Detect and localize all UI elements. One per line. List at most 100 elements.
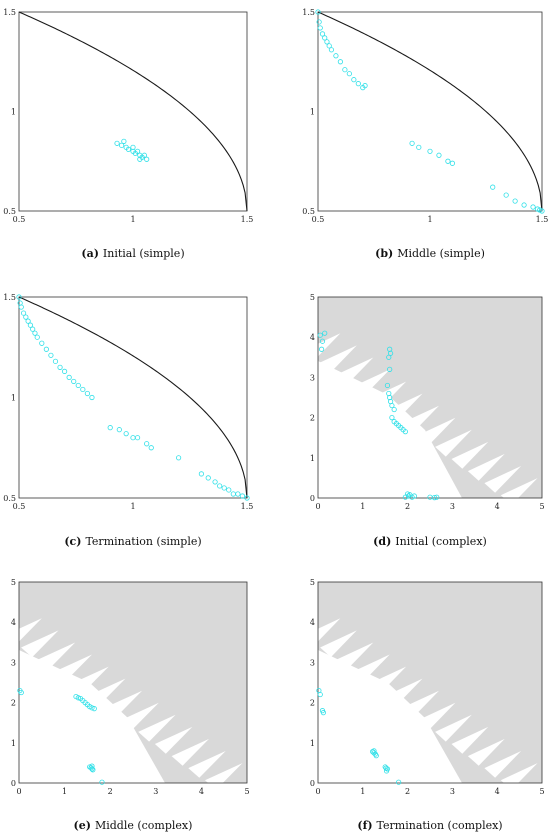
x-tick-label: 0 [16,787,21,796]
x-tick-label: 0.5 [13,215,26,224]
feasible-stripe [418,417,456,445]
x-tick-label: 1.5 [241,215,254,224]
feasible-stripe [402,690,439,718]
feasible-stripe [467,738,505,766]
data-point [371,748,377,754]
y-tick-label: 0.5 [3,207,16,216]
feasible-zone [318,361,462,498]
feasible-oval [318,396,429,495]
data-point [328,47,335,53]
feasible-stripe [435,429,472,457]
data-points [315,9,545,214]
data-point [337,59,343,65]
caption-letter: (e) [74,819,91,832]
data-point [116,427,122,433]
data-point [130,144,136,150]
x-tick-label: 1 [360,502,365,511]
data-point [20,310,27,316]
feasible-oval [318,681,429,780]
caption: (c) Termination (simple) [64,535,201,548]
pareto-front-curve [18,296,248,499]
data-point [39,340,45,346]
data-point [221,485,227,491]
data-points [316,687,402,785]
data-point [324,39,330,45]
caption-text: Termination (complex) [377,819,503,832]
data-point [319,31,326,37]
data-point [530,204,536,210]
data-point [52,358,59,364]
x-tick-label: 5 [539,787,544,796]
data-point [80,386,86,393]
x-tick-label: 3 [450,787,455,796]
data-point [355,81,361,87]
x-tick-label: 4 [199,787,204,796]
data-point [148,445,154,451]
data-point [217,483,223,489]
feasible-stripe [320,630,357,658]
feasible-stripe [320,345,357,373]
data-point [383,768,390,774]
feasible-stripe [435,714,472,742]
feasible-stripe [500,763,538,783]
feasible-stripe [352,369,390,397]
data-point [90,767,96,773]
panel-d: 0 1 2 3 4 5 0 1 2 3 4 5 (d) Initial (complex) [310,293,545,548]
caption-letter: (d) [373,535,391,548]
feasible-zone [19,650,165,783]
feasible-stripe [54,654,92,682]
feasible-stripe [188,751,226,778]
y-tick-label: 1 [11,394,16,403]
feasible-stripe [369,381,407,409]
tick-labels: 0 1 2 3 4 5 0 1 2 3 4 5 [310,578,545,796]
feasible-stripe [467,453,505,481]
data-point [402,494,408,500]
y-tick-label: 3 [11,658,16,667]
axes-box [18,296,248,499]
y-tick-label: 5 [310,578,315,587]
feasible-stripe [451,726,489,754]
data-point [71,378,77,385]
y-tick-label: 1.5 [302,8,315,17]
data-point [114,140,120,146]
feasible-stripe [484,466,522,493]
data-point [239,493,246,499]
tick-labels: 0 1 2 3 4 5 0 1 2 3 4 5 [11,578,250,796]
data-point [141,152,147,158]
panel-f: 0 1 2 3 4 5 0 1 2 3 4 5 (f) Termination (complex) [310,578,545,832]
caption: (d) Initial (complex) [373,535,487,548]
feasible-stripe [318,333,341,357]
x-tick-label: 1.5 [241,502,254,511]
feasible-stripe [104,690,143,718]
feasible-stripe [336,357,374,385]
axes-box [317,581,543,784]
feasible-stripe [402,405,439,433]
x-tick-label: 2 [108,787,113,796]
data-point [362,83,368,89]
axes-box [18,11,248,212]
data-point [61,368,68,374]
data-point [91,706,97,712]
data-point [25,318,31,324]
data-point [490,184,496,190]
y-tick-label: 1 [310,454,315,463]
data-point [396,779,402,785]
data-point [373,753,379,759]
data-point [389,414,395,421]
feasible-stripe [500,478,538,498]
x-tick-label: 1 [130,502,135,511]
x-tick-label: 0.5 [13,502,26,511]
x-tick-label: 2 [405,502,410,511]
data-point [319,338,326,344]
data-point [389,402,395,409]
x-tick-label: 1.5 [536,215,549,224]
pareto-front-curve [317,11,543,212]
data-point [416,144,422,150]
caption: (a) Initial (simple) [81,247,184,260]
feasible-zone [318,650,462,783]
y-tick-label: 0.5 [302,207,315,216]
y-tick-label: 0.5 [3,494,16,503]
data-point [144,156,150,162]
data-points [17,687,105,785]
